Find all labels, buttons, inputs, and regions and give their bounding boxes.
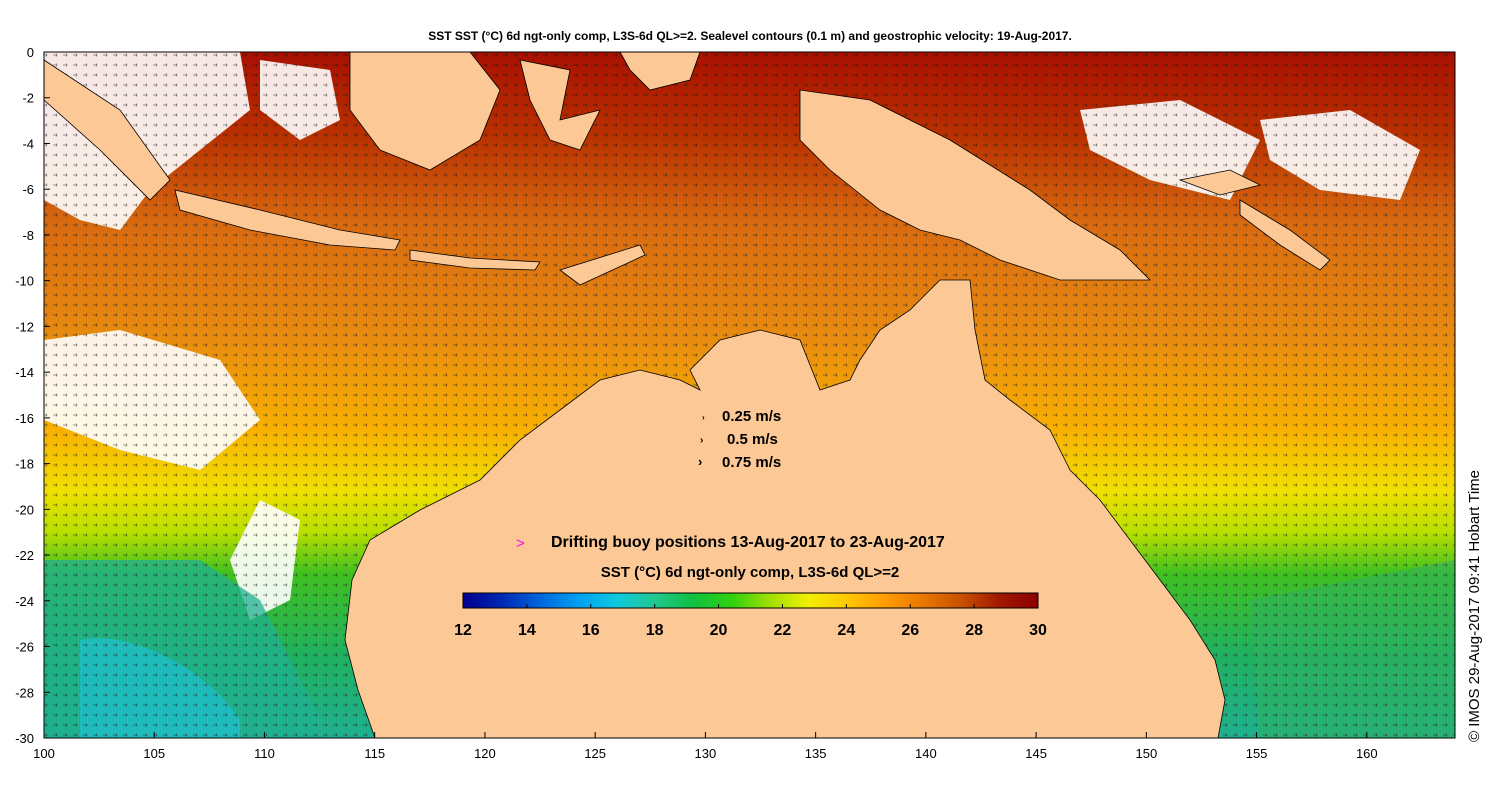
y-tick-label: -28 (15, 685, 34, 700)
x-tick-label: 145 (1025, 746, 1047, 761)
land-lesser-sunda (409, 249, 541, 271)
colorbar-tick-label: 16 (582, 622, 600, 639)
colorbar-tick-label: 14 (518, 622, 536, 639)
velocity-arrow-2: › (700, 435, 703, 446)
y-tick-label: -4 (22, 136, 34, 151)
colorbar-title: SST (°C) 6d ngt-only comp, L3S-6d QL>=2 (601, 564, 900, 581)
y-tick-label: -14 (15, 365, 34, 380)
colorbar-ticks: 12 14 16 18 20 22 24 26 28 30 (454, 604, 1047, 639)
y-tick-label: -6 (22, 182, 34, 197)
x-tick-label: 120 (474, 746, 496, 761)
y-tick-label: -10 (15, 274, 34, 289)
colorbar-tick-label: 18 (646, 622, 664, 639)
land-new-guinea (799, 89, 1151, 281)
y-tick-label: -8 (22, 228, 34, 243)
land-borneo (349, 51, 501, 171)
colorbar-tick-label: 22 (774, 622, 792, 639)
velocity-arrow-1: › (702, 413, 705, 422)
colorbar-tick-label: 26 (901, 622, 919, 639)
y-tick-label: -30 (15, 731, 34, 746)
buoy-legend-text: Drifting buoy positions 13-Aug-2017 to 2… (551, 534, 945, 551)
colorbar-tick-label: 28 (965, 622, 983, 639)
y-tick-label: -20 (15, 502, 34, 517)
x-tick-label: 100 (33, 746, 55, 761)
y-tick-label: -12 (15, 319, 34, 334)
colorbar-tick-label: 12 (454, 622, 472, 639)
colorbar: SST (°C) 6d ngt-only comp, L3S-6d QL>=2 … (454, 564, 1047, 639)
y-tick-label: -16 (15, 411, 34, 426)
map-area (43, 51, 1455, 739)
x-tick-label: 140 (915, 746, 937, 761)
land-java (174, 189, 401, 251)
x-tick-label: 115 (364, 746, 385, 761)
x-axis: 100 105 110 115 120 125 130 135 140 145 150 155 160 (33, 732, 1378, 761)
land-australia (344, 279, 1226, 739)
colorbar-tick-label: 30 (1029, 622, 1047, 639)
y-tick-label: 0 (27, 45, 34, 60)
velocity-arrow-3: › (698, 454, 702, 469)
map-title: SST SST (°C) 6d ngt-only comp, L3S-6d QL… (428, 29, 1072, 43)
land-new-britain (1178, 169, 1262, 196)
y-tick-label: -26 (15, 640, 34, 655)
y-axis: 0 -2 -4 -6 -8 -10 -12 -14 -16 -18 -20 -22 -24 -26 -28 -… (15, 45, 50, 746)
buoy-marker-icon: > (516, 535, 525, 552)
x-tick-label: 150 (1135, 746, 1157, 761)
x-tick-label: 130 (695, 746, 717, 761)
x-tick-label: 155 (1246, 746, 1268, 761)
velocity-legend-item-3: 0.75 m/s (722, 454, 781, 471)
colorbar-scale (462, 592, 1039, 609)
y-tick-label: -18 (15, 457, 34, 472)
timestamp-label: © IMOS 29-Aug-2017 09:41 Hobart Time (1466, 469, 1483, 742)
velocity-legend: › 0.25 m/s › 0.5 m/s › 0.75 m/s (698, 408, 781, 471)
x-tick-label: 110 (254, 746, 275, 761)
velocity-legend-item-1: 0.25 m/s (722, 408, 781, 425)
velocity-legend-item-2: 0.5 m/s (727, 431, 778, 448)
x-tick-label: 105 (143, 746, 165, 761)
y-tick-label: -24 (15, 594, 34, 609)
land-sulawesi (519, 59, 601, 151)
land-timor (559, 244, 646, 286)
y-tick-label: -2 (22, 91, 34, 106)
map-frame (43, 51, 1456, 739)
x-tick-label: 160 (1356, 746, 1378, 761)
land-masses (43, 51, 1331, 739)
x-tick-label: 125 (584, 746, 606, 761)
colorbar-tick-label: 24 (837, 622, 855, 639)
land-solomons (1239, 199, 1331, 271)
buoy-legend: > Drifting buoy positions 13-Aug-2017 to… (516, 534, 945, 552)
colorbar-tick-label: 20 (710, 622, 728, 639)
x-tick-label: 135 (805, 746, 827, 761)
y-tick-label: -22 (15, 548, 34, 563)
